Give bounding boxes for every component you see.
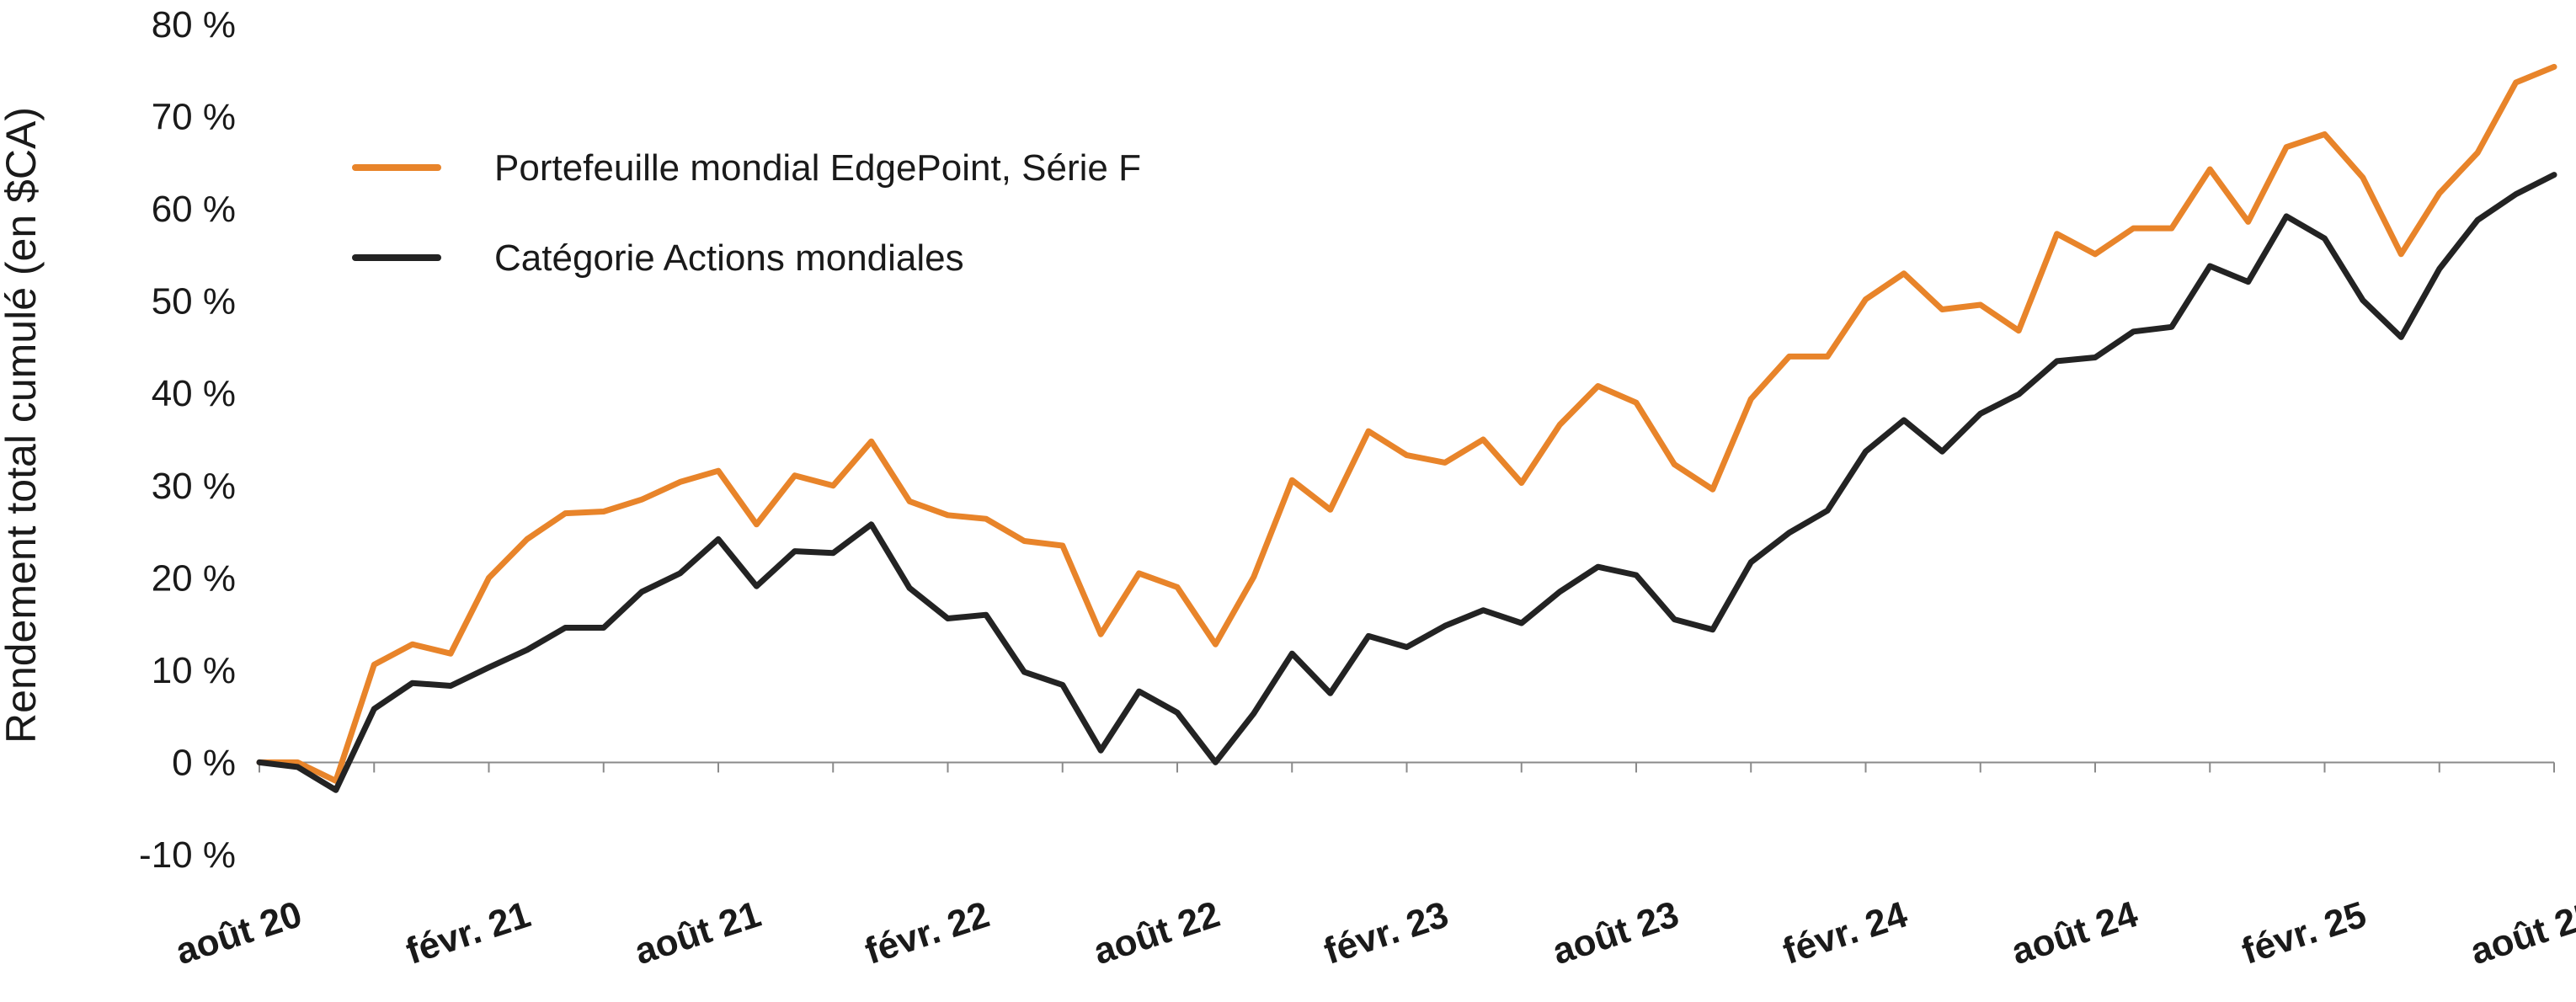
x-tick-label: févr. 21: [401, 893, 535, 972]
y-axis-ticks: -10 % 0 % 10 % 20 % 30 % 40 % 50 % 60 % 70 % 80 %: [139, 4, 236, 876]
x-tick-label: août 24: [2007, 893, 2143, 973]
y-axis-title: Rendement total cumulé (en $CA): [0, 107, 45, 744]
y-tick-label: 30 %: [152, 466, 236, 507]
x-tick-label: févr. 22: [860, 893, 994, 972]
y-tick-label: 10 %: [152, 650, 236, 691]
x-axis-ticks: août 20 févr. 21 août 21 févr. 22 août 22 fév…: [171, 762, 2576, 973]
legend-label: Catégorie Actions mondiales: [494, 237, 964, 279]
series-line-1: [256, 63, 2557, 784]
series-line-2: [256, 172, 2557, 793]
x-tick-label: févr. 24: [1778, 893, 1912, 973]
x-tick-label: août 22: [1089, 893, 1225, 973]
legend: Portefeuille mondial EdgePoint, Série F C…: [352, 147, 1141, 279]
y-tick-label: -10 %: [139, 834, 236, 876]
x-tick-label: août 23: [1548, 893, 1684, 973]
y-tick-label: 60 %: [152, 189, 236, 230]
series-lines: [256, 63, 2557, 793]
x-tick-label: févr. 25: [2237, 893, 2371, 972]
y-tick-label: 40 %: [152, 373, 236, 414]
x-tick-label: août 20: [171, 893, 307, 973]
y-tick-label: 0 %: [172, 742, 236, 783]
x-tick-label: août 25: [2466, 893, 2576, 973]
y-tick-label: 20 %: [152, 557, 236, 599]
legend-label: Portefeuille mondial EdgePoint, Série F: [494, 147, 1141, 189]
x-tick-label: févr. 23: [1319, 893, 1453, 972]
y-tick-label: 50 %: [152, 281, 236, 322]
y-tick-label: 80 %: [152, 4, 236, 45]
y-axis-title-group: Rendement total cumulé (en $CA): [0, 107, 45, 744]
y-tick-label: 70 %: [152, 97, 236, 138]
x-tick-label: août 21: [630, 893, 766, 973]
